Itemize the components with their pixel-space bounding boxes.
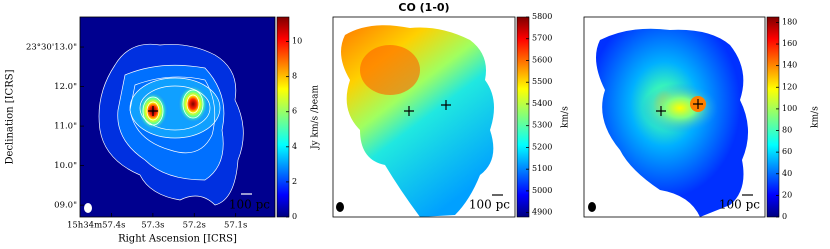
y-tick-label: 12.0": [54, 82, 77, 92]
colorbar-tick-label: 5700: [532, 34, 552, 43]
colorbar-tick-label: 4: [292, 142, 297, 151]
plot-frame: [79, 16, 276, 218]
colorbar-tick-label: 180: [782, 17, 797, 26]
colorbar-tick-label: 0: [292, 212, 297, 221]
y-tick-label: 09.0": [54, 201, 77, 211]
colorbar-tick-label: 5400: [532, 99, 552, 108]
colorbar-tick-label: 80: [782, 126, 792, 135]
y-axis-label: Declination [ICRS]: [5, 69, 16, 164]
scale-bar-label: 100 pc: [229, 198, 270, 212]
y-tick-label: 23°30'13.0": [26, 43, 77, 53]
colorbar-tick-label: 5500: [532, 77, 552, 86]
colorbar-tick-label: 4900: [532, 208, 552, 217]
x-axis-label: Right Ascension [ICRS]: [118, 234, 237, 245]
colorbar-tick-label: 0: [782, 212, 787, 221]
colorbar-tick-label: 8: [292, 72, 297, 81]
colorbar-tick-label: 5800: [532, 12, 552, 21]
colorbar-tick-label: 5100: [532, 164, 552, 173]
moment1-map: [336, 25, 503, 217]
colorbar-tick-label: 6: [292, 107, 297, 116]
plot-frame: [583, 16, 766, 218]
colorbar-tick-label: 100: [782, 104, 797, 113]
colorbar-tick-label: 140: [782, 61, 797, 70]
plot-frame: [332, 16, 516, 218]
colorbar: [766, 16, 780, 218]
colorbar-tick-label: 40: [782, 169, 792, 178]
colorbar-tick-label: 5300: [532, 121, 552, 130]
scale-bar-label: 100 pc: [469, 198, 510, 212]
panel-title: CO (1-0): [398, 1, 449, 14]
colorbar: [276, 16, 290, 218]
colorbar-tick-label: 5000: [532, 186, 552, 195]
colorbar-label: km/s: [811, 106, 821, 128]
moment0-map: [80, 17, 275, 217]
colorbar-tick-label: 10: [292, 37, 302, 46]
colorbar-tick-label: 20: [782, 190, 792, 199]
x-tick-label: 57.3s: [141, 221, 164, 231]
colorbar-tick-label: 5600: [532, 55, 552, 64]
scale-bar-label: 100 pc: [719, 198, 760, 212]
colorbar-label: Jy km/s /beam: [311, 85, 321, 151]
x-tick-label: 15h34m57.4s: [67, 221, 125, 231]
colorbar-label: km/s: [561, 106, 571, 128]
x-tick-label: 57.1s: [224, 221, 247, 231]
colorbar-tick-label: 160: [782, 39, 797, 48]
colorbar-tick-label: 120: [782, 82, 797, 91]
moment2-map: [588, 28, 753, 217]
colorbar-tick-label: 2: [292, 177, 297, 186]
x-tick-label: 57.2s: [183, 221, 206, 231]
colorbar-tick-label: 60: [782, 147, 792, 156]
y-tick-label: 10.0": [54, 161, 77, 171]
y-tick-label: 11.0": [54, 122, 77, 132]
colorbar-tick-label: 5200: [532, 142, 552, 151]
colorbar: [516, 16, 530, 218]
